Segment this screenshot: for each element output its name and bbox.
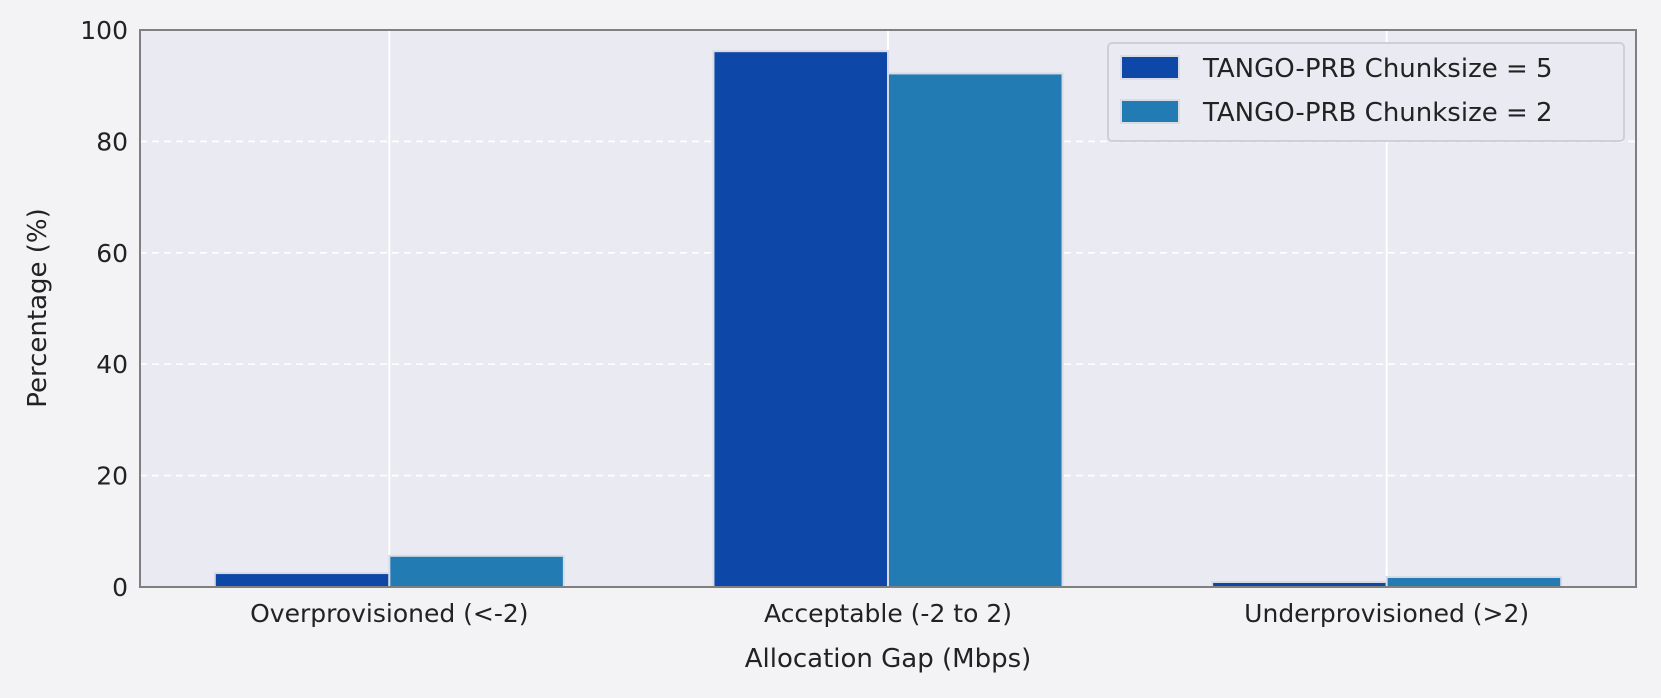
bar-series-2-1 <box>388 554 565 588</box>
x-tick-label: Overprovisioned (<-2) <box>250 599 528 628</box>
y-axis-label: Percentage (%) <box>23 208 53 408</box>
legend-swatch-chunksize-5 <box>1120 55 1180 80</box>
y-tick-label: 80 <box>96 127 128 156</box>
legend: TANGO-PRB Chunksize = 5 TANGO-PRB Chunks… <box>1107 42 1625 142</box>
legend-box <box>1107 42 1625 142</box>
bar-series-1-2 <box>712 50 890 588</box>
x-tick-label: Underprovisioned (>2) <box>1244 599 1529 628</box>
legend-swatch-chunksize-2 <box>1120 99 1180 124</box>
legend-label-chunksize-5: TANGO-PRB Chunksize = 5 <box>1202 54 1553 84</box>
bar-series-2-2 <box>887 72 1064 589</box>
bar-series-2-3 <box>1385 575 1563 588</box>
bar-series-1-1 <box>213 572 391 589</box>
y-tick-label: 60 <box>96 239 128 268</box>
y-tick-label: 20 <box>96 462 128 491</box>
x-axis-label: Allocation Gap (Mbps) <box>745 644 1032 674</box>
bars <box>213 50 1563 589</box>
plot-frame <box>139 29 1637 588</box>
ticks: 0 20 40 60 80 100 Overprovisioned (<-2) Accepta… <box>80 16 1529 628</box>
x-tick-label: Acceptable (-2 to 2) <box>764 599 1012 628</box>
legend-label-chunksize-2: TANGO-PRB Chunksize = 2 <box>1202 98 1553 128</box>
y-tick-label: 40 <box>96 350 128 379</box>
y-tick-label: 0 <box>112 573 128 602</box>
y-tick-label: 100 <box>80 16 128 45</box>
